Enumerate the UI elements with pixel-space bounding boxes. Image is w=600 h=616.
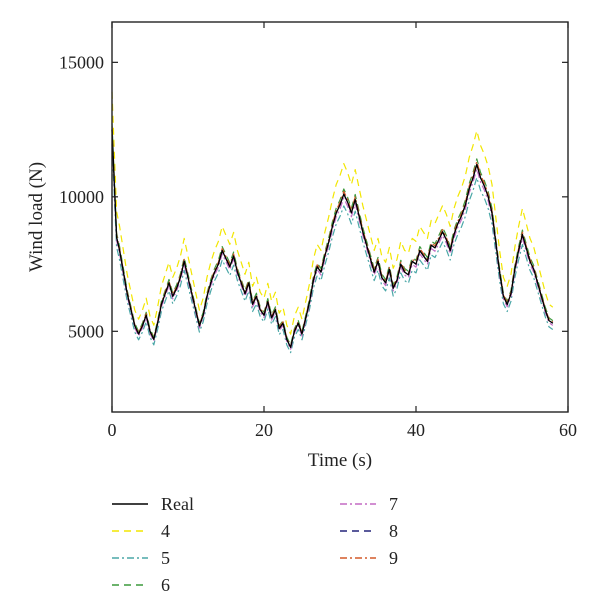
legend-label-Real: Real — [161, 494, 194, 514]
plot-frame — [111, 21, 569, 413]
x-tick-label: 20 — [255, 420, 273, 440]
series-layer — [111, 91, 554, 354]
x-tick-label: 0 — [108, 420, 117, 440]
series-line-Real — [111, 129, 554, 349]
y-tick-label: 15000 — [59, 52, 104, 72]
legend: Real 4 5 6 7 8 9 — [112, 494, 398, 595]
x-tick-label: 40 — [407, 420, 425, 440]
y-tick-label: 5000 — [68, 321, 104, 341]
legend-label-7: 7 — [389, 494, 398, 514]
x-axis-label: Time (s) — [308, 450, 372, 471]
tick-layer: 0 20 40 60 5000 10000 15000 — [59, 22, 577, 440]
series-line-5 — [111, 144, 554, 354]
legend-label-4: 4 — [161, 521, 170, 541]
legend-label-6: 6 — [161, 575, 170, 595]
series-line-6 — [111, 123, 554, 346]
series-line-7 — [111, 134, 554, 350]
legend-label-9: 9 — [389, 548, 398, 568]
series-line-9 — [111, 126, 554, 347]
legend-label-8: 8 — [389, 521, 398, 541]
series-line-4 — [111, 91, 554, 335]
y-tick-label: 10000 — [59, 187, 104, 207]
x-tick-label: 60 — [559, 420, 577, 440]
y-axis-label: Wind load (N) — [26, 162, 47, 272]
legend-label-5: 5 — [161, 548, 170, 568]
